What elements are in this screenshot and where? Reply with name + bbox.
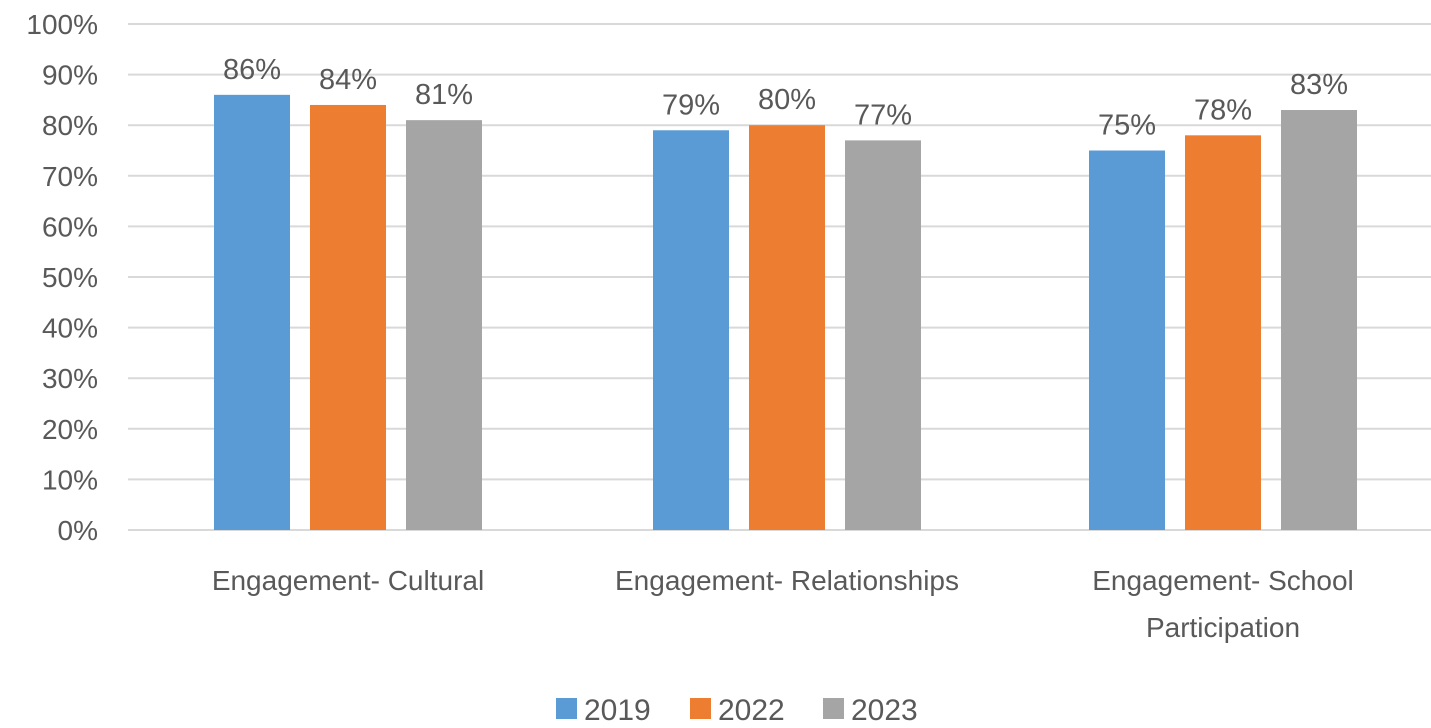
y-tick-label: 50% bbox=[42, 262, 98, 293]
x-axis-category-labels: Engagement- Cultural Engagement- Relation… bbox=[212, 565, 1354, 643]
bar-2023-2 bbox=[845, 140, 921, 530]
legend-label-2022: 2022 bbox=[718, 694, 785, 723]
bar-2023-3 bbox=[1281, 110, 1357, 531]
legend-swatch-2022 bbox=[690, 698, 711, 719]
data-label-2023-3: 83% bbox=[1290, 69, 1348, 101]
y-tick-label: 40% bbox=[42, 313, 98, 344]
bar-2022-2 bbox=[749, 125, 825, 530]
y-axis-tick-labels: 0% 10% 20% 30% 40% 50% 60% 70% 80% 90% 100% bbox=[26, 9, 98, 546]
data-label-2019-2: 79% bbox=[662, 89, 720, 121]
y-tick-label: 0% bbox=[58, 515, 98, 546]
category-label: Engagement- Relationships bbox=[615, 565, 959, 596]
category-label: Engagement- Cultural bbox=[212, 565, 484, 596]
data-label-2022-3: 78% bbox=[1194, 94, 1252, 126]
legend-label-2023: 2023 bbox=[851, 694, 918, 723]
data-label-2022-2: 80% bbox=[758, 84, 816, 116]
y-tick-label: 60% bbox=[42, 211, 98, 242]
y-tick-label: 90% bbox=[42, 60, 98, 91]
data-label-2019-1: 86% bbox=[223, 54, 281, 86]
data-label-2022-1: 84% bbox=[319, 64, 377, 96]
y-tick-label: 100% bbox=[26, 9, 98, 40]
category-label: Engagement- School bbox=[1092, 565, 1354, 596]
y-tick-label: 10% bbox=[42, 464, 98, 495]
legend: 2019 2022 2023 bbox=[556, 694, 918, 727]
bar-2022-3 bbox=[1185, 135, 1261, 530]
bar-2019-3 bbox=[1089, 150, 1165, 530]
bar-2022-1 bbox=[310, 104, 386, 531]
y-tick-label: 20% bbox=[42, 414, 98, 445]
bars bbox=[214, 94, 1357, 531]
y-tick-label: 30% bbox=[42, 363, 98, 394]
bar-2019-2 bbox=[653, 130, 729, 530]
data-label-2023-2: 77% bbox=[854, 99, 912, 131]
y-tick-label: 80% bbox=[42, 110, 98, 141]
data-label-2019-3: 75% bbox=[1098, 110, 1156, 142]
legend-label-2019: 2019 bbox=[584, 694, 651, 723]
category-label: Participation bbox=[1146, 612, 1300, 643]
data-label-2023-1: 81% bbox=[415, 79, 473, 111]
y-tick-label: 70% bbox=[42, 161, 98, 192]
legend-swatch-2023 bbox=[823, 698, 844, 719]
bar-2023-1 bbox=[406, 120, 482, 530]
legend-swatch-2019 bbox=[556, 698, 577, 719]
bar-2019-1 bbox=[214, 94, 290, 530]
data-labels: 86% 79% 75% 84% 80% 78% 81% 77% 83% bbox=[223, 54, 1348, 142]
